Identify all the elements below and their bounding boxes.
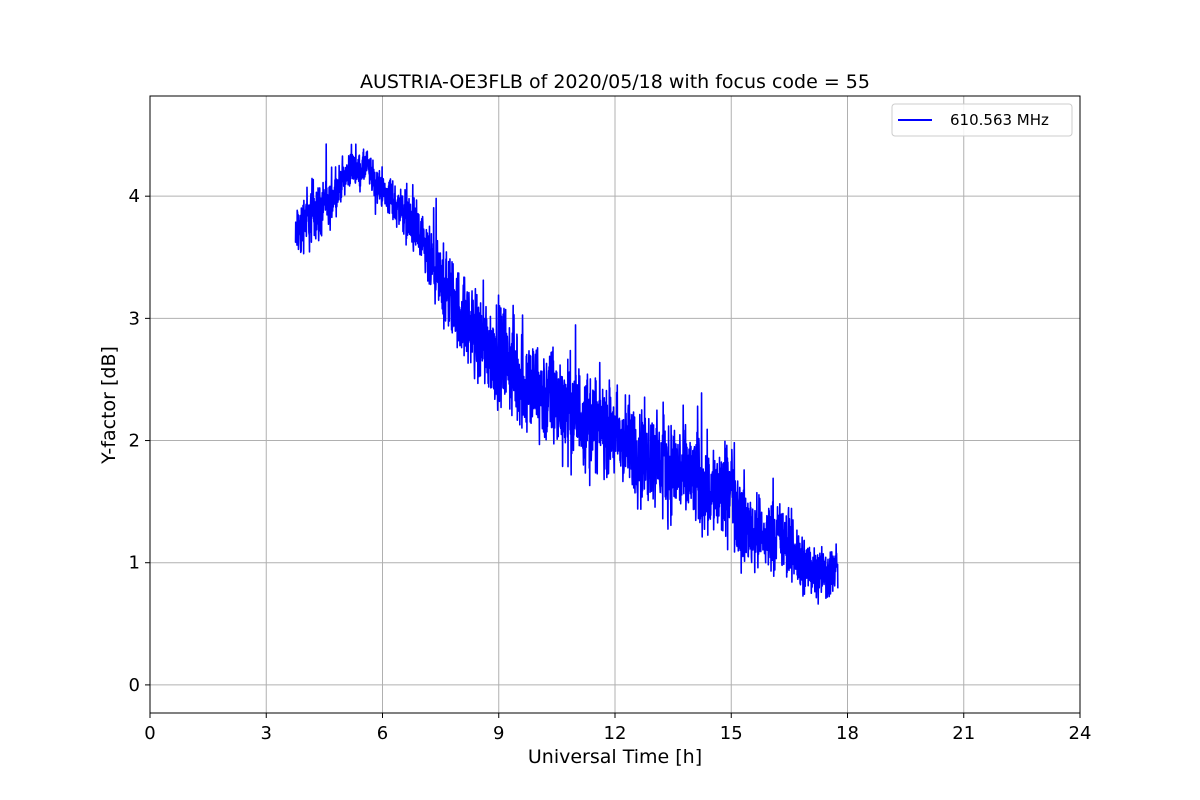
chart-title: AUSTRIA-OE3FLB of 2020/05/18 with focus … [360,71,870,93]
x-axis-ticks: 0 3 6 9 12 15 18 21 24 [144,713,1091,744]
y-tick-label: 0 [129,675,140,696]
x-tick-label: 3 [261,723,272,744]
x-tick-label: 21 [952,723,975,744]
x-tick-label: 6 [377,723,388,744]
y-axis-label: Y-factor [dB] [98,346,120,465]
legend-box [891,103,1073,137]
y-axis-ticks: 0 1 2 3 4 [129,186,150,696]
series-group [294,143,839,605]
plot-area [294,143,839,605]
y-tick-label: 4 [129,186,140,207]
x-tick-label: 24 [1069,723,1092,744]
x-tick-label: 9 [493,723,504,744]
y-tick-label: 2 [129,431,140,452]
x-tick-label: 12 [604,723,627,744]
x-tick-label: 15 [720,723,743,744]
x-tick-label: 0 [144,723,155,744]
x-tick-label: 18 [836,723,859,744]
series-line [294,143,839,605]
x-axis-label: Universal Time [h] [528,746,702,768]
legend: 610.563 MHz [891,103,1073,137]
y-tick-label: 1 [129,553,140,574]
y-tick-label: 3 [129,308,140,329]
legend-entry-label: 610.563 MHz [950,111,1049,129]
